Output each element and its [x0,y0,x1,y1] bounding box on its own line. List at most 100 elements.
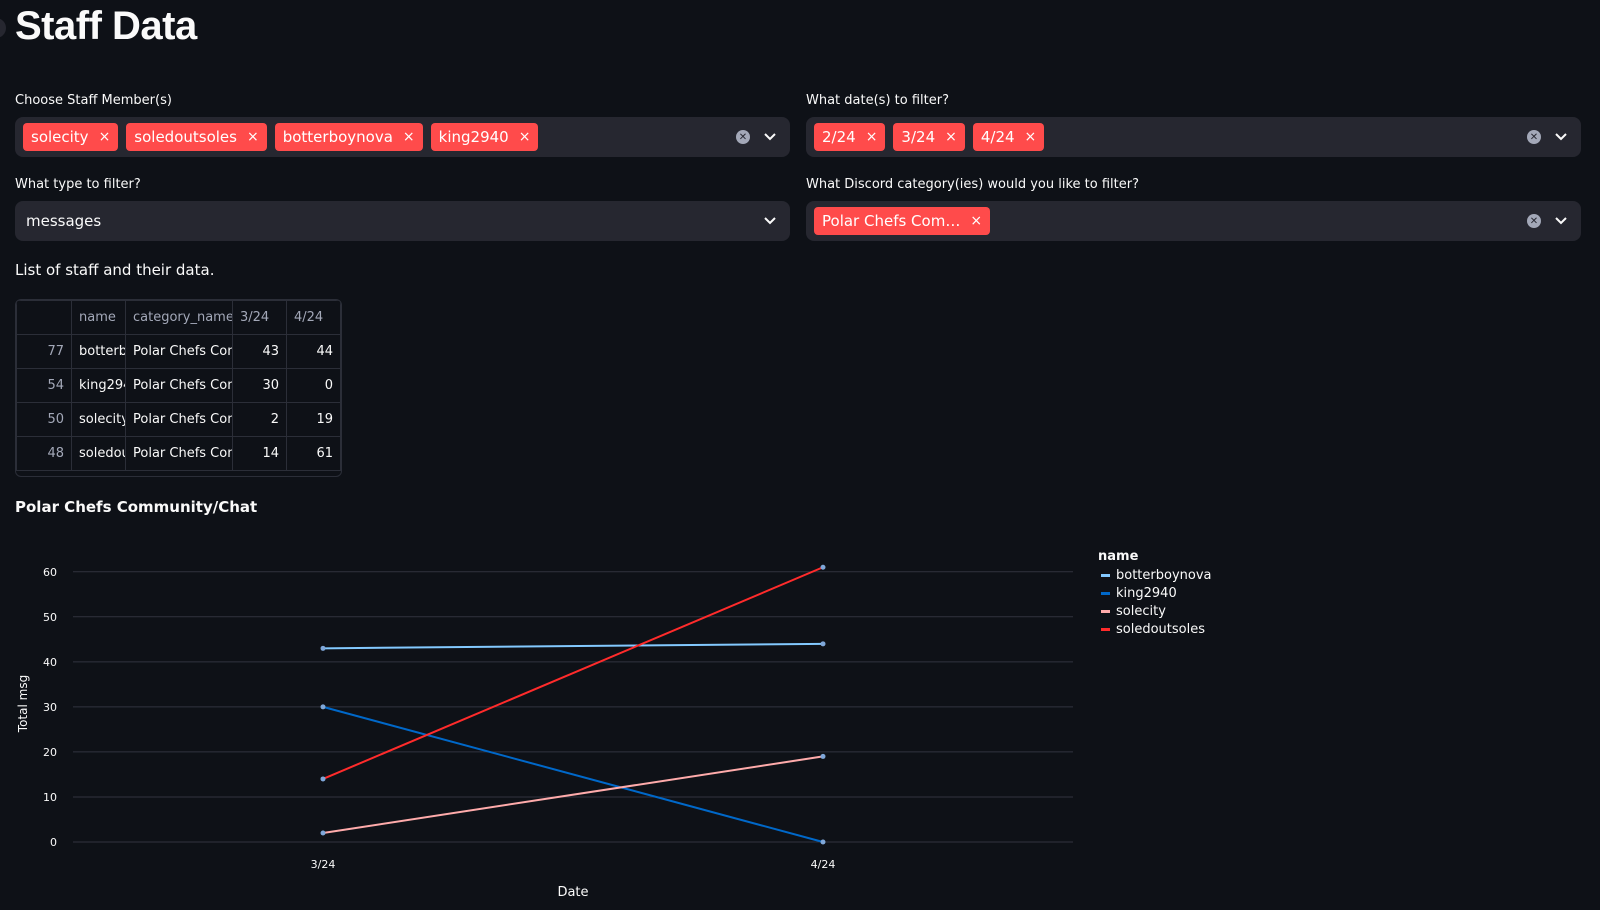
series-line-king2940 [322,705,824,843]
chart-title: Polar Chefs Community/Chat [15,498,258,516]
tag-label: botterboynova [282,128,393,146]
table-row[interactable]: 48 soledou Polar Chefs Comi 14 61 [16,436,341,471]
name-cell[interactable]: solecity [71,402,126,437]
value-cell[interactable]: 14 [232,436,287,471]
remove-tag-icon[interactable]: × [945,129,957,145]
y-tick-label: 20 [43,746,57,759]
data-point-king2940 [320,704,326,710]
staff-tag[interactable]: botterboynova × [274,123,423,151]
legend-swatch-botterboynova [1101,574,1110,577]
y-axis-title: Total msg [16,675,30,733]
category-cell[interactable]: Polar Chefs Comi [125,436,233,471]
value-cell[interactable]: 44 [286,334,341,369]
tag-label: 2/24 [822,128,856,146]
sidebar-toggle[interactable] [0,18,6,38]
staff-tag[interactable]: solecity × [23,123,119,151]
staff-data-table[interactable]: name category_name 3/24 4/24 77 botterbo… [15,299,342,477]
date-tag[interactable]: 2/24 × [814,123,886,151]
row-index: 77 [16,334,72,369]
page-title: Staff Data [15,4,197,48]
y-tick-label: 60 [43,566,57,579]
category-multiselect[interactable]: Polar Chefs Com… × ✕ [806,201,1581,241]
tag-label: king2940 [438,128,509,146]
staff-select-label: Choose Staff Member(s) [15,93,172,108]
chevron-down-icon[interactable] [764,217,776,225]
remove-tag-icon[interactable]: × [518,129,531,145]
y-tick-label: 10 [43,791,57,804]
x-axis-title: Date [557,885,588,900]
clear-circle-icon[interactable]: ✕ [736,130,750,144]
row-index: 50 [16,402,72,437]
legend-swatch-solecity [1101,610,1110,613]
column-header[interactable] [16,300,72,335]
category-cell[interactable]: Polar Chefs Comi [125,334,233,369]
tag-label: 3/24 [901,128,936,146]
x-tick-label: 4/24 [811,858,836,871]
row-index: 48 [16,436,72,471]
chevron-down-icon[interactable] [1555,133,1567,141]
y-tick-label: 40 [43,656,57,669]
legend-label-solecity: solecity [1116,604,1166,619]
series-line-botterboynova [322,642,824,650]
series-line-soledoutsoles [322,566,824,780]
value-cell[interactable]: 2 [232,402,287,437]
table-row[interactable]: 77 botterbo Polar Chefs Comi 43 44 [16,334,341,369]
y-tick-label: 0 [50,836,57,849]
legend-label-botterboynova: botterboynova [1116,568,1212,583]
category-cell[interactable]: Polar Chefs Comi [125,402,233,437]
type-select-label: What type to filter? [15,177,141,192]
name-cell[interactable]: king294 [71,368,126,403]
category-select-label: What Discord category(ies) would you lik… [806,177,1139,192]
category-tag[interactable]: Polar Chefs Com… × [814,207,991,235]
value-cell[interactable]: 0 [286,368,341,403]
tag-label: Polar Chefs Com… [822,212,961,230]
name-cell[interactable]: botterbo [71,334,126,369]
category-cell[interactable]: Polar Chefs Comi [125,368,233,403]
line-chart[interactable]: 0 10 20 30 40 50 60 3/24 4/24 Date Total msg name bo… [0,530,1600,910]
data-point-botterboynova [320,645,326,651]
data-point-soledoutsoles [320,776,326,782]
column-header[interactable]: 4/24 [286,300,341,335]
staff-multiselect[interactable]: solecity × soledoutsoles × botterboynova × … [15,117,790,157]
x-tick-label: 3/24 [311,858,336,871]
legend-label-king2940: king2940 [1116,586,1177,601]
column-header[interactable]: 3/24 [232,300,287,335]
legend-swatch-soledoutsoles [1101,628,1110,631]
legend-swatch-king2940 [1101,592,1110,595]
clear-circle-icon[interactable]: ✕ [1527,130,1541,144]
remove-tag-icon[interactable]: × [402,129,415,145]
chevron-down-icon[interactable] [1555,217,1567,225]
staff-tag[interactable]: soledoutsoles × [126,123,267,151]
type-select[interactable]: messages [15,201,790,241]
table-caption: List of staff and their data. [15,261,215,279]
chevron-down-icon[interactable] [764,133,776,141]
remove-tag-icon[interactable]: × [970,213,983,229]
value-cell[interactable]: 61 [286,436,341,471]
legend-label-soledoutsoles: soledoutsoles [1116,622,1205,637]
row-index: 54 [16,368,72,403]
name-cell[interactable]: soledou [71,436,126,471]
date-tag[interactable]: 3/24 × [893,123,965,151]
date-multiselect[interactable]: 2/24 × 3/24 × 4/24 × ✕ [806,117,1581,157]
clear-circle-icon[interactable]: ✕ [1527,214,1541,228]
tag-label: 4/24 [980,128,1015,146]
table-header-row: name category_name 3/24 4/24 [16,300,341,335]
date-select-label: What date(s) to filter? [806,93,949,108]
remove-tag-icon[interactable]: × [98,129,111,145]
tag-label: solecity [31,128,89,146]
remove-tag-icon[interactable]: × [1024,129,1037,145]
data-point-soledoutsoles [820,564,826,570]
value-cell[interactable]: 30 [232,368,287,403]
value-cell[interactable]: 43 [232,334,287,369]
staff-tag[interactable]: king2940 × [430,123,539,151]
type-select-value: messages [26,212,102,230]
remove-tag-icon[interactable]: × [865,129,878,145]
column-header[interactable]: category_name [125,300,233,335]
table-row[interactable]: 54 king294 Polar Chefs Comi 30 0 [16,368,341,403]
y-tick-label: 50 [43,611,57,624]
value-cell[interactable]: 19 [286,402,341,437]
column-header[interactable]: name [71,300,126,335]
table-row[interactable]: 50 solecity Polar Chefs Comi 2 19 [16,402,341,437]
date-tag[interactable]: 4/24 × [972,123,1045,151]
remove-tag-icon[interactable]: × [246,129,259,145]
